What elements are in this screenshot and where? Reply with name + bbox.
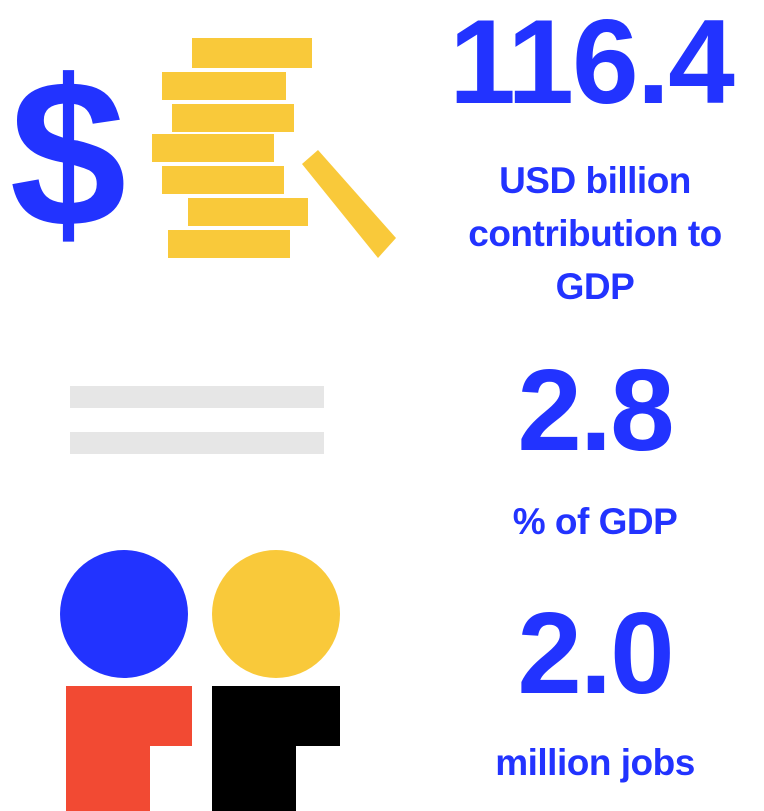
gdp-contribution-label: USD billion contribution to GDP: [468, 160, 722, 307]
person-body-red-icon: [66, 686, 192, 811]
jobs-label: million jobs: [495, 742, 695, 783]
gdp-share-value: 2.8: [517, 345, 674, 475]
coin-stack-icon: [152, 38, 396, 258]
gdp-share-label: % of GDP: [512, 501, 678, 542]
jobs-value: 2.0: [517, 588, 674, 718]
dollar-coins-icon: $: [10, 36, 396, 270]
dollar-sign-icon: $: [10, 36, 127, 270]
person-head-blue-icon: [60, 550, 188, 678]
people-icon: [60, 550, 340, 811]
equals-icon: [70, 386, 324, 454]
person-body-black-icon: [212, 686, 340, 811]
gdp-contribution-value: 116.4: [449, 0, 735, 129]
person-head-yellow-icon: [212, 550, 340, 678]
